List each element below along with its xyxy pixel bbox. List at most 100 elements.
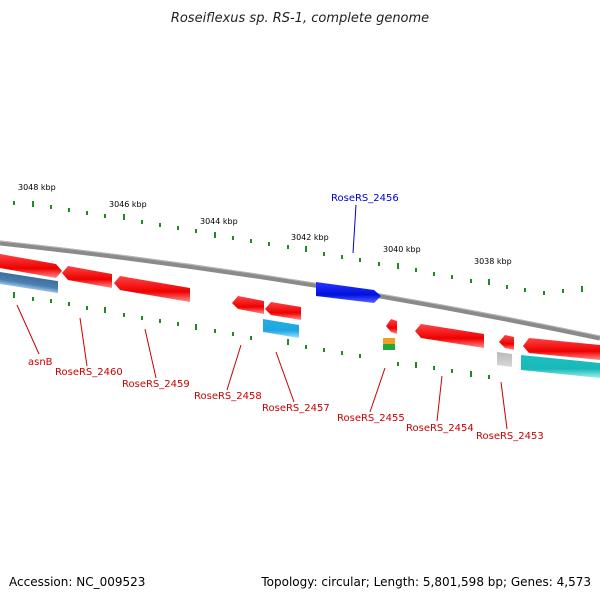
tick-major [13,292,15,298]
tick-label: 3038 kbp [474,257,512,266]
tick [159,319,161,323]
leader-line [352,204,357,254]
gene-label-roseRS-2457[interactable]: RoseRS_2457 [262,403,330,414]
gene-label-roseRS-2460[interactable]: RoseRS_2460 [55,367,123,378]
gene-box-orange[interactable] [383,338,395,344]
tick-major [581,286,583,292]
tick-label: 3048 kbp [18,183,56,192]
tick [50,299,52,303]
tick-major [287,339,289,345]
tick [433,366,435,370]
inner-strand-genes [0,272,600,378]
tick-major [470,371,472,377]
gene-box-sky[interactable] [263,319,299,338]
tick [433,272,435,276]
gene-label-roseRS-2459[interactable]: RoseRS_2459 [122,379,190,390]
tick-major [195,324,197,330]
tick [287,245,289,249]
tick [562,289,564,293]
gene-label-roseRS-2453[interactable]: RoseRS_2453 [476,431,544,442]
tick [13,201,15,205]
gene-box-gray[interactable] [497,352,512,367]
gene-label-asnB[interactable]: asnB [28,357,53,368]
tick [159,223,161,227]
tick [341,351,343,355]
tick [250,336,252,340]
tick-major [32,201,34,207]
tick-major [214,232,216,238]
leader-line [436,375,443,422]
tick [32,297,34,301]
tick-label: 3042 kbp [291,233,329,242]
page-title: Roseiflexus sp. RS-1, complete genome [171,11,429,26]
gene-arrow-roseRS-2454[interactable] [415,324,484,348]
gene-label-roseRS-2458[interactable]: RoseRS_2458 [194,391,262,402]
tick [141,316,143,320]
leader-line [79,317,88,367]
tick [195,229,197,233]
gene-arrow-roseRS-2456[interactable] [316,282,381,303]
tick-major [397,263,399,269]
tick [86,306,88,310]
tick [268,242,270,246]
tick [506,285,508,289]
tick [305,345,307,349]
gene-arrow[interactable] [114,276,190,302]
gene-arrow[interactable] [62,266,112,288]
genome-backbone [0,240,600,341]
gene-label-roseRS-2455[interactable]: RoseRS_2455 [337,413,405,424]
tick [323,252,325,256]
tick [397,362,399,366]
tick-label: 3044 kbp [200,217,238,226]
tick [543,291,545,295]
tick [323,348,325,352]
tick [451,369,453,373]
tick [123,313,125,317]
tick [488,375,490,379]
leader-line [16,304,40,355]
gene-arrow[interactable] [0,254,62,278]
tick [341,255,343,259]
leader-line [275,351,295,403]
tick [451,275,453,279]
tick [415,268,417,272]
tick [470,279,472,283]
gene-arrow-roseRS-2457[interactable] [265,302,301,320]
gene-arrow-roseRS-2455[interactable] [386,319,397,334]
tick [104,214,106,218]
genome-backbone-highlight [0,240,600,337]
tick [232,236,234,240]
tick [141,220,143,224]
genome-summary-text: Topology: circular; Length: 5,801,598 bp… [260,575,591,589]
gene-box-green[interactable] [383,344,395,350]
tick [68,208,70,212]
gene-box-asnB[interactable] [0,272,58,294]
tick-major [104,307,106,313]
tick [86,211,88,215]
tick-major [488,279,490,285]
gene-box-cyan[interactable] [521,355,600,378]
gene-label-roseRS-2454[interactable]: RoseRS_2454 [406,423,474,434]
leader-line [226,344,242,391]
tick [177,226,179,230]
tick-label: 3040 kbp [383,245,421,254]
tick [378,262,380,266]
tick-major [415,362,417,368]
gene-label-roseRS-2456[interactable]: RoseRS_2456 [331,193,399,204]
tick [177,322,179,326]
tick-major [305,246,307,252]
tick [68,302,70,306]
tick [214,329,216,333]
tick [359,354,361,358]
tick [524,288,526,292]
inner-tick-row [13,292,490,379]
gene-arrow[interactable] [523,338,600,360]
tick-major [123,214,125,220]
tick [359,258,361,262]
gene-arrow-roseRS-2458[interactable] [232,296,264,314]
tick [232,332,234,336]
outer-strand-genes [0,254,381,303]
gene-arrow-roseRS-2453[interactable] [499,335,514,350]
